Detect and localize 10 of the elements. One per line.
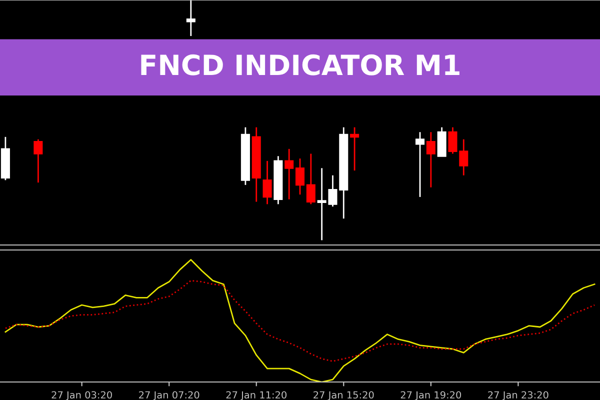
- candlestick: [186, 0, 196, 37]
- x-tick-label: 27 Jan 11:20: [226, 391, 286, 400]
- text: FNCD INDICATOR M1: [141, 54, 460, 76]
- x-tick-label: 27 Jan 03:20: [52, 391, 112, 400]
- x-tick-label: 27 Jan 19:20: [400, 391, 462, 400]
- x-tick-label: 27 Jan 23:20: [488, 391, 548, 400]
- x-tick-label: 27 Jan 15:20: [314, 391, 374, 400]
- candlestick: [0, 136, 10, 181]
- x-tick-label: 27 Jan 07:20: [139, 391, 200, 400]
- candlestick: [415, 131, 425, 198]
